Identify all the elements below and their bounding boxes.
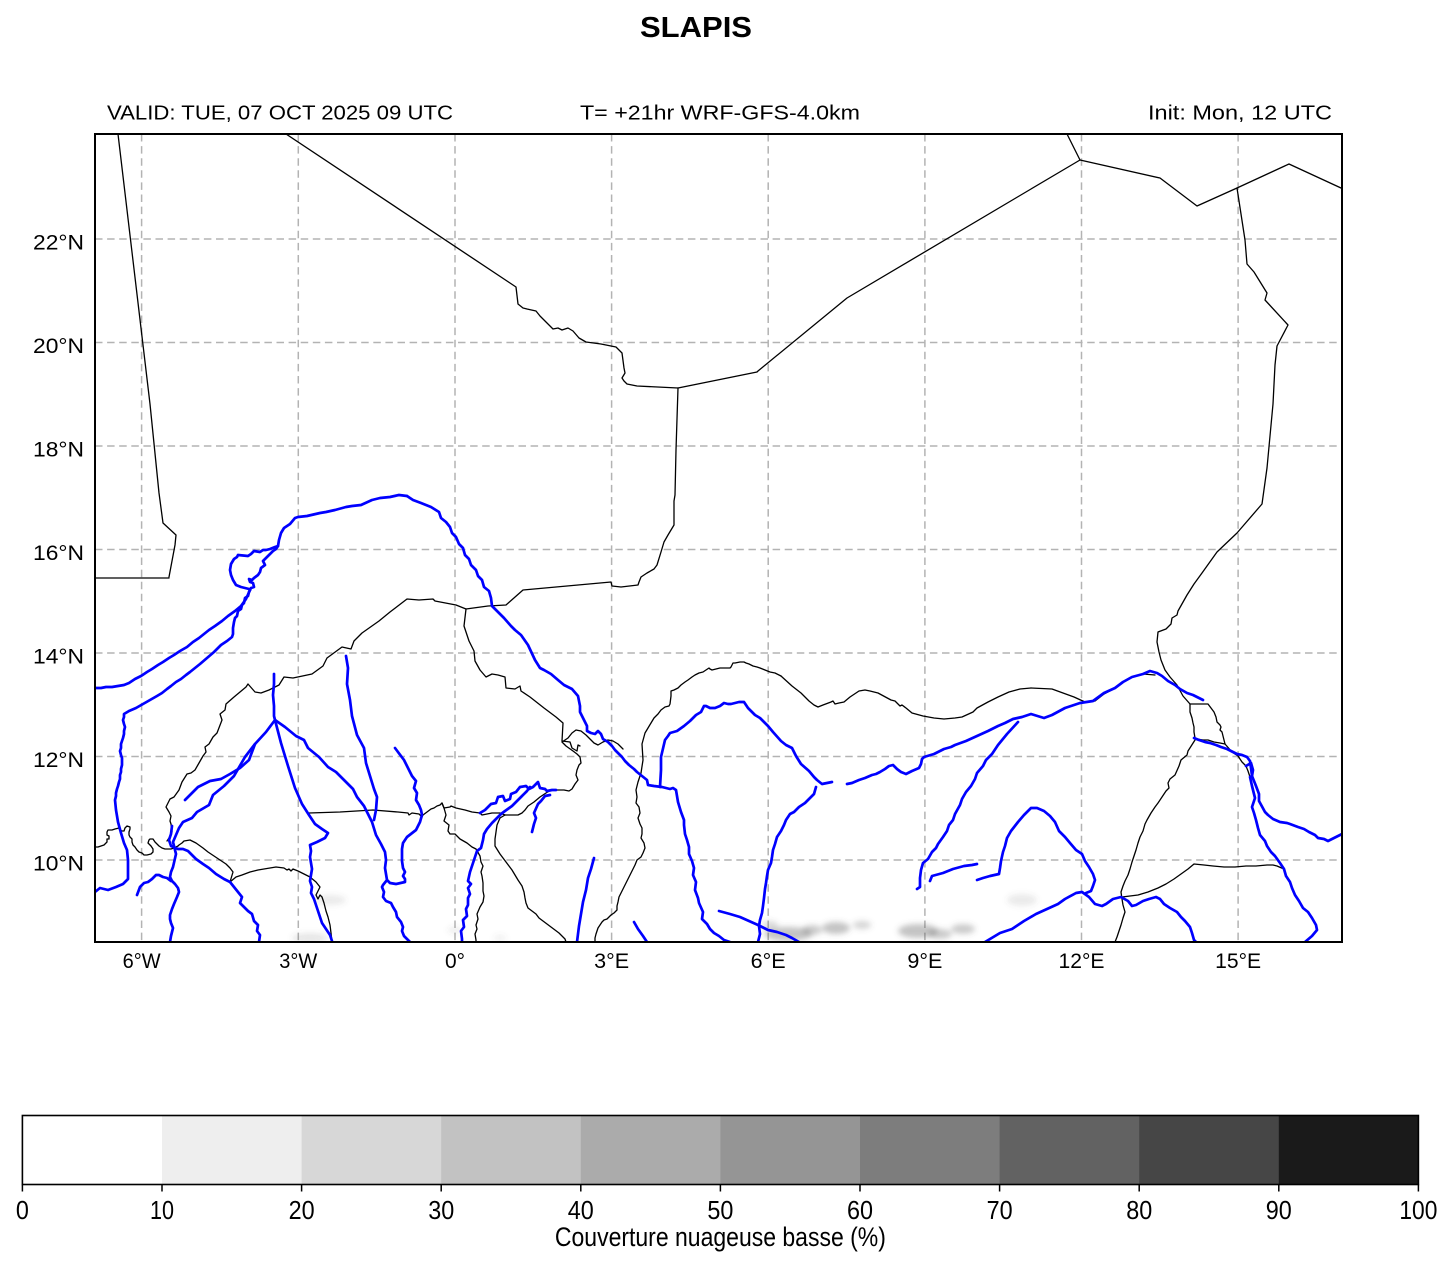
svg-text:22°N: 22°N bbox=[33, 231, 84, 255]
svg-text:90: 90 bbox=[1266, 1195, 1292, 1225]
svg-text:12°N: 12°N bbox=[33, 748, 84, 772]
svg-text:9°E: 9°E bbox=[907, 949, 942, 973]
svg-text:20°N: 20°N bbox=[33, 334, 84, 358]
svg-text:60: 60 bbox=[847, 1195, 873, 1225]
svg-text:100: 100 bbox=[1399, 1195, 1437, 1225]
svg-text:6°W: 6°W bbox=[123, 949, 162, 973]
svg-text:40: 40 bbox=[568, 1195, 594, 1225]
svg-text:18°N: 18°N bbox=[33, 438, 84, 462]
svg-text:0°: 0° bbox=[445, 949, 465, 973]
svg-text:Init: Mon, 12 UTC: Init: Mon, 12 UTC bbox=[1148, 102, 1332, 125]
svg-text:14°N: 14°N bbox=[33, 645, 84, 669]
svg-text:10°N: 10°N bbox=[33, 852, 84, 876]
svg-text:3°W: 3°W bbox=[279, 949, 318, 973]
svg-text:20: 20 bbox=[289, 1195, 315, 1225]
svg-text:15°E: 15°E bbox=[1215, 949, 1261, 973]
svg-text:T= +21hr WRF-GFS-4.0km: T= +21hr WRF-GFS-4.0km bbox=[580, 102, 860, 125]
svg-text:80: 80 bbox=[1126, 1195, 1152, 1225]
svg-text:0: 0 bbox=[16, 1195, 29, 1225]
svg-text:50: 50 bbox=[707, 1195, 733, 1225]
svg-text:12°E: 12°E bbox=[1059, 949, 1105, 973]
svg-text:10: 10 bbox=[150, 1195, 174, 1225]
svg-text:70: 70 bbox=[987, 1195, 1013, 1225]
svg-text:SLAPIS: SLAPIS bbox=[640, 12, 752, 44]
svg-text:16°N: 16°N bbox=[33, 541, 84, 565]
svg-text:Couverture nuageuse basse (%): Couverture nuageuse basse (%) bbox=[555, 1222, 886, 1252]
svg-text:VALID: TUE, 07 OCT 2025 09 UTC: VALID: TUE, 07 OCT 2025 09 UTC bbox=[107, 102, 453, 125]
svg-text:6°E: 6°E bbox=[751, 949, 786, 973]
svg-text:3°E: 3°E bbox=[594, 949, 629, 973]
svg-text:30: 30 bbox=[428, 1195, 454, 1225]
